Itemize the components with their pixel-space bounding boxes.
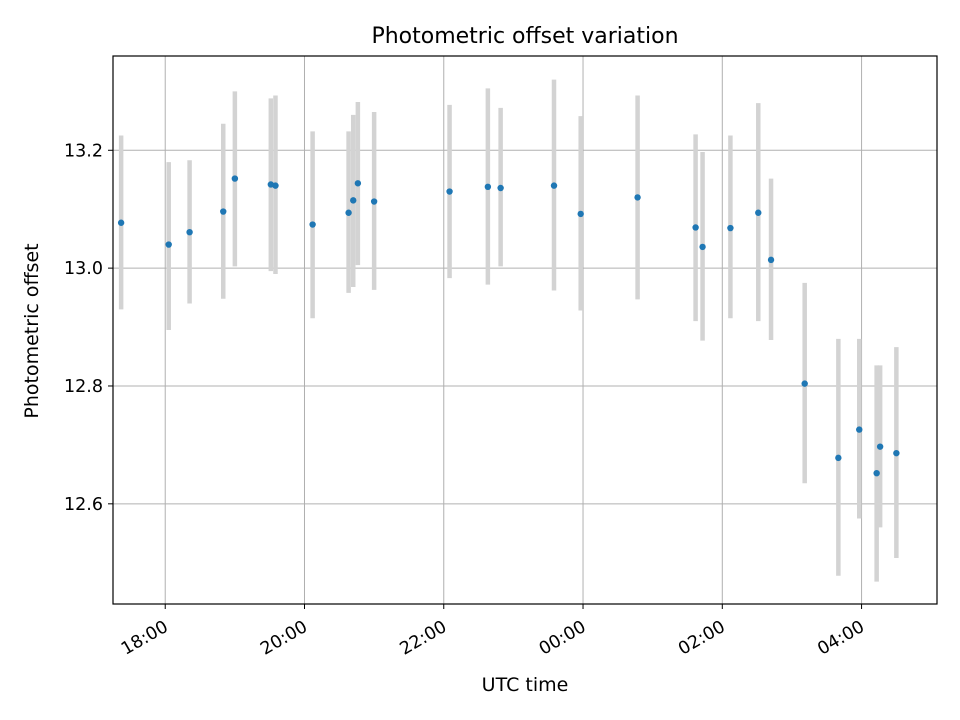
data-point bbox=[727, 224, 734, 232]
data-point bbox=[801, 380, 808, 387]
y-tick-label: 12.8 bbox=[64, 377, 103, 397]
data-point bbox=[345, 209, 352, 216]
data-point bbox=[309, 221, 316, 228]
grid bbox=[113, 56, 937, 604]
data-point bbox=[446, 188, 453, 195]
data-point bbox=[835, 454, 842, 462]
y-axis-label: Photometric offset bbox=[21, 243, 43, 418]
data-point bbox=[117, 219, 125, 226]
data-point bbox=[354, 180, 362, 187]
data-point bbox=[484, 183, 492, 191]
chart-title: Photometric offset variation bbox=[371, 24, 678, 49]
data-point bbox=[350, 197, 357, 204]
data-point bbox=[272, 182, 279, 189]
data-point bbox=[767, 256, 775, 264]
data-point bbox=[220, 208, 227, 215]
y-tick-label: 12.6 bbox=[64, 495, 103, 515]
data-point bbox=[550, 182, 558, 189]
data-point bbox=[634, 194, 641, 201]
y-tick-label: 13.0 bbox=[64, 259, 103, 279]
data-point bbox=[231, 175, 239, 182]
data-point bbox=[699, 243, 706, 251]
data-point bbox=[856, 426, 863, 433]
data-point bbox=[873, 469, 880, 477]
data-point bbox=[876, 443, 884, 450]
data-point bbox=[577, 210, 584, 218]
data-point bbox=[497, 184, 504, 192]
plot-frame bbox=[112, 55, 938, 605]
data-point bbox=[370, 198, 378, 205]
x-axis-label: UTC time bbox=[482, 674, 569, 696]
data-point bbox=[692, 224, 699, 231]
y-axis-ticks: 12.6 12.8 13.0 13.2 bbox=[64, 141, 113, 515]
data-point bbox=[165, 241, 172, 248]
data-point bbox=[893, 449, 900, 457]
data-points bbox=[117, 175, 900, 477]
y-tick-label: 13.2 bbox=[64, 141, 103, 161]
data-point bbox=[755, 209, 762, 216]
data-point bbox=[186, 228, 193, 236]
